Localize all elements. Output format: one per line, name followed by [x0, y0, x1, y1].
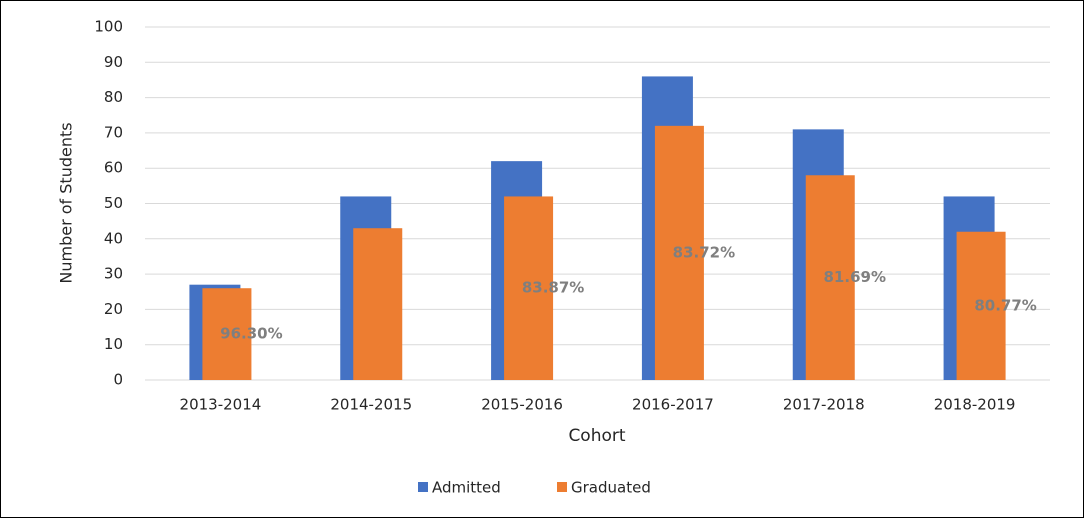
y-tick-label: 50: [104, 194, 123, 212]
y-axis-label: Number of Students: [57, 122, 76, 283]
y-tick-label: 70: [104, 123, 123, 141]
bar: [654, 125, 704, 380]
legend-label: Admitted: [432, 479, 501, 497]
x-tick-label: 2013-2014: [180, 396, 262, 414]
y-tick-label: 20: [104, 300, 123, 318]
bar: [504, 196, 554, 380]
legend-label: Graduated: [571, 479, 651, 497]
x-tick-label: 2014-2015: [330, 396, 412, 414]
x-axis-label: Cohort: [568, 426, 625, 446]
percent-label: 96.30%: [220, 325, 282, 343]
bar: [805, 175, 855, 380]
x-tick-label: 2016-2017: [632, 396, 714, 414]
legend-swatch: [418, 482, 428, 492]
bar: [202, 288, 252, 380]
y-tick-label: 10: [104, 335, 123, 353]
y-tick-label: 30: [104, 265, 123, 283]
y-tick-label: 0: [113, 371, 123, 389]
y-tick-label: 80: [104, 88, 123, 106]
x-tick-label: 2017-2018: [783, 396, 865, 414]
y-tick-label: 100: [94, 18, 123, 36]
bar: [353, 228, 403, 380]
x-tick-label: 2015-2016: [481, 396, 563, 414]
percent-label: 81.69%: [824, 268, 886, 286]
x-tick-label: 2018-2019: [934, 396, 1016, 414]
bar: [956, 231, 1006, 380]
legend-swatch: [557, 482, 567, 492]
percent-label: 83.72%: [673, 243, 735, 261]
y-tick-label: 60: [104, 159, 123, 177]
y-tick-label: 90: [104, 53, 123, 71]
percent-label: 80.77%: [974, 296, 1036, 314]
y-tick-label: 40: [104, 229, 123, 247]
percent-label: 83.87%: [522, 279, 584, 297]
